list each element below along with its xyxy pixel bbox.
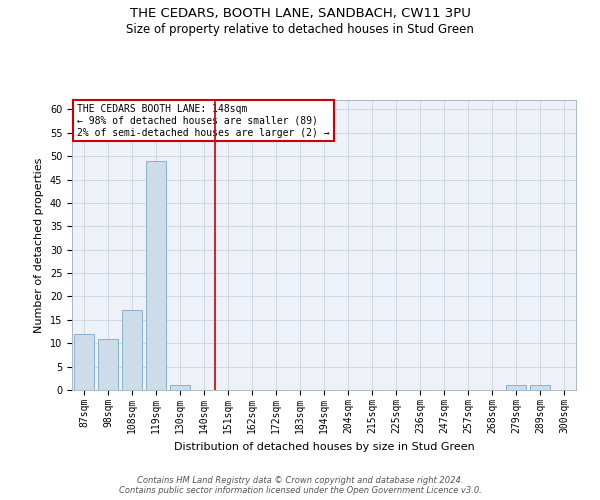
Text: Size of property relative to detached houses in Stud Green: Size of property relative to detached ho… (126, 22, 474, 36)
Y-axis label: Number of detached properties: Number of detached properties (34, 158, 44, 332)
Text: THE CEDARS, BOOTH LANE, SANDBACH, CW11 3PU: THE CEDARS, BOOTH LANE, SANDBACH, CW11 3… (130, 8, 470, 20)
Text: Contains HM Land Registry data © Crown copyright and database right 2024.
Contai: Contains HM Land Registry data © Crown c… (119, 476, 481, 495)
Bar (122, 310, 142, 390)
Bar (530, 386, 550, 390)
Bar (170, 386, 190, 390)
Bar (146, 161, 166, 390)
Text: Distribution of detached houses by size in Stud Green: Distribution of detached houses by size … (173, 442, 475, 452)
Bar (506, 386, 526, 390)
Bar (98, 338, 118, 390)
Text: THE CEDARS BOOTH LANE: 148sqm
← 98% of detached houses are smaller (89)
2% of se: THE CEDARS BOOTH LANE: 148sqm ← 98% of d… (77, 104, 329, 138)
Bar (74, 334, 94, 390)
